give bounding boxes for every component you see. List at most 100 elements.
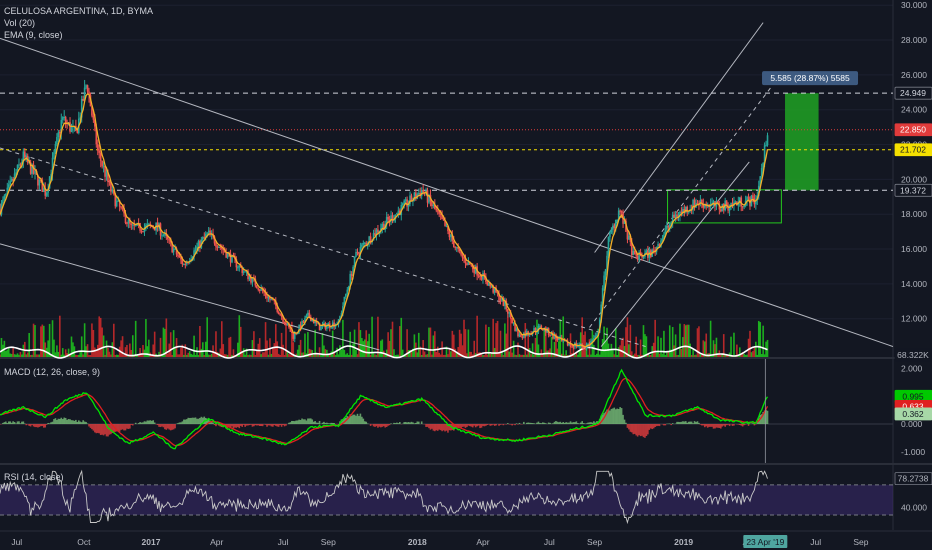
volume-bar <box>137 354 140 357</box>
volume-legend[interactable]: Vol (20) <box>4 18 36 28</box>
macd-histogram-bar <box>137 423 140 425</box>
volume-bar <box>425 354 427 357</box>
candle-body <box>663 234 665 240</box>
candle-body <box>374 233 376 236</box>
volume-bar <box>374 354 376 357</box>
macd-histogram-bar <box>604 411 607 425</box>
macd-histogram-bar <box>244 424 246 427</box>
macd-histogram-bar <box>18 421 20 425</box>
volume-bar <box>315 352 318 357</box>
macd-histogram-bar <box>328 423 331 425</box>
candle-body <box>333 322 335 327</box>
macd-histogram-bar <box>148 420 150 425</box>
macd-histogram-bar <box>347 416 350 425</box>
volume-bar <box>123 354 125 357</box>
macd-histogram-bar <box>388 424 391 426</box>
candle-body <box>496 292 499 294</box>
candle-body <box>110 181 112 192</box>
volume-bar <box>631 351 633 357</box>
macd-histogram-bar <box>651 424 654 430</box>
volume-bar <box>197 354 200 357</box>
macd-histogram-bar <box>641 424 643 436</box>
macd-histogram-bar <box>625 422 627 425</box>
volume-bar <box>442 354 445 357</box>
candle-body <box>289 327 292 332</box>
macd-histogram-bar <box>399 422 401 425</box>
volume-bar <box>69 354 71 357</box>
candle-body <box>298 324 300 333</box>
candle-body <box>518 334 521 337</box>
volume-bar <box>457 346 459 357</box>
time-tick-label: Apr <box>476 537 489 547</box>
volume-bar <box>337 354 340 357</box>
level-value-label: 21.702 <box>900 145 926 155</box>
macd-histogram-bar <box>623 419 626 425</box>
macd-histogram-bar <box>314 421 316 425</box>
candle-body <box>318 322 321 331</box>
macd-histogram-bar <box>614 409 617 425</box>
volume-bar <box>533 354 535 357</box>
volume-bar <box>131 335 134 357</box>
volume-bar <box>498 352 500 357</box>
candle-body <box>121 207 124 209</box>
macd-histogram-bar <box>454 424 457 428</box>
macd-legend[interactable]: MACD (12, 26, close, 9) <box>4 367 101 377</box>
macd-histogram-bar <box>99 424 102 435</box>
macd-histogram-bar <box>711 424 713 427</box>
volume-bar <box>282 344 284 357</box>
macd-histogram-bar <box>560 422 563 425</box>
macd-histogram-bar <box>6 423 9 425</box>
macd-histogram-bar <box>464 424 467 428</box>
volume-bar <box>228 337 230 357</box>
macd-histogram-bar <box>397 423 400 425</box>
volume-bar <box>61 348 64 357</box>
volume-bar <box>617 347 620 357</box>
candle-body <box>508 312 511 314</box>
volume-bar <box>469 351 471 357</box>
candle-body <box>92 115 95 120</box>
macd-histogram-bar <box>725 424 728 426</box>
candle-body <box>24 151 26 158</box>
candle-body <box>146 224 149 226</box>
candle-body <box>458 249 461 251</box>
candle-body <box>241 267 244 273</box>
candle-body <box>10 178 13 182</box>
rsi-band <box>0 484 893 516</box>
volume-bar <box>312 354 315 357</box>
macd-histogram-bar <box>536 422 538 425</box>
candle-body <box>378 230 381 233</box>
macd-histogram-bar <box>22 421 25 425</box>
volume-bar <box>50 354 52 357</box>
volume-bar <box>324 349 327 357</box>
macd-histogram-bar <box>703 424 706 428</box>
macd-histogram-bar <box>171 424 173 430</box>
macd-histogram-bar <box>763 410 766 425</box>
candle-body <box>511 318 513 324</box>
volume-bar <box>581 317 584 357</box>
candle-body <box>59 132 61 134</box>
volume-bar <box>183 354 185 357</box>
volume-bar <box>355 349 357 357</box>
candle-body <box>247 271 249 280</box>
macd-histogram-bar <box>343 418 346 425</box>
macd-histogram-bar <box>762 412 764 425</box>
ema-legend[interactable]: EMA (9, close) <box>4 30 63 40</box>
macd-histogram-bar <box>353 414 356 425</box>
candle-body <box>762 162 764 169</box>
volume-bar <box>289 354 292 357</box>
volume-bar <box>207 354 210 357</box>
macd-histogram-bar <box>245 424 248 426</box>
macd-histogram-bar <box>362 418 365 425</box>
candle-body <box>362 243 365 245</box>
candle-body <box>401 203 404 205</box>
symbol-title[interactable]: CELULOSA ARGENTINA, 1D, BYMA <box>4 6 154 16</box>
volume-bar <box>140 354 143 357</box>
candle-body <box>63 117 66 119</box>
rsi-legend[interactable]: RSI (14, close) <box>4 472 64 482</box>
candle-body <box>482 273 484 280</box>
candle-body <box>293 332 296 339</box>
volume-bar <box>744 354 747 357</box>
volume-bar <box>187 352 190 357</box>
candle-body <box>251 277 254 283</box>
